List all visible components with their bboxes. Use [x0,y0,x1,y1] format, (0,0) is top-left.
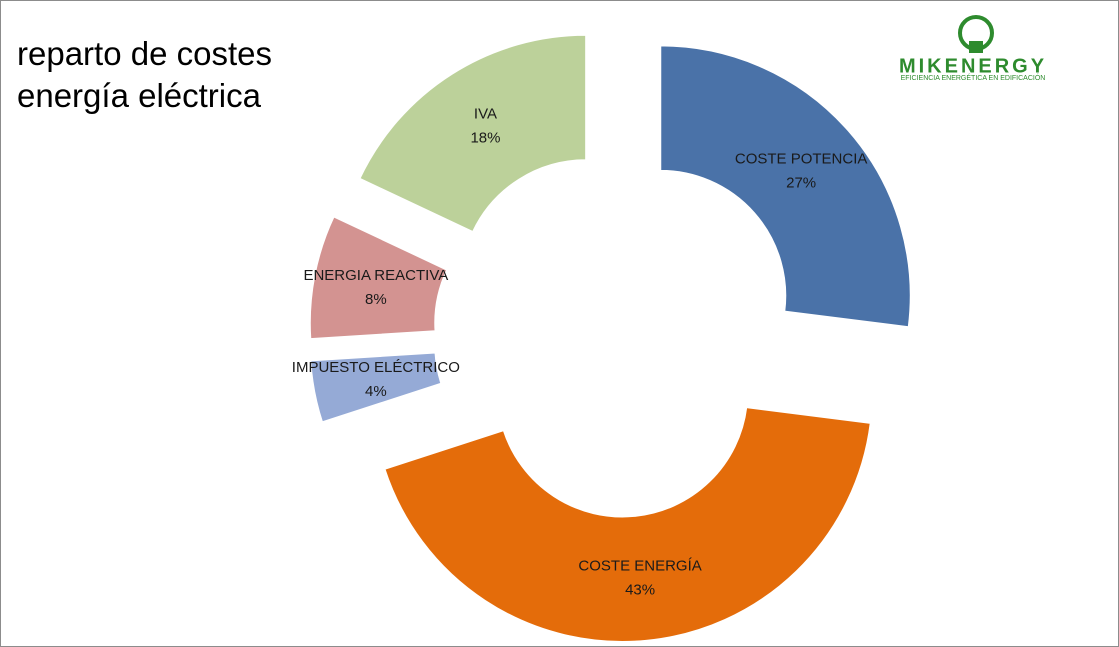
donut-slice [659,44,912,328]
donut-slice [309,215,448,340]
value-label: 18% [470,130,500,147]
logo: MIKENERGY EFICIENCIA ENERGÉTICA EN EDIFI… [899,15,1047,82]
value-label: 8% [365,291,387,308]
logo-icon [969,41,983,53]
value-label: 27% [786,175,816,192]
logo-name: MIKENERGY [899,55,1047,77]
value-label: 43% [625,581,655,598]
donut-slice [383,406,872,643]
slice-label: COSTE ENERGÍA [578,557,701,574]
donut-slice [358,34,587,233]
slice-label: IVA [474,106,497,123]
value-label: 4% [365,383,387,400]
logo-tagline: EFICIENCIA ENERGÉTICA EN EDIFICACIÓN [901,73,1046,82]
donut-slice [309,351,443,424]
slice-label: IMPUESTO ELÉCTRICO [292,359,460,376]
slice-label: ENERGIA REACTIVA [303,267,448,284]
chart-title: reparto de costes energía eléctrica [17,35,272,114]
slice-label: COSTE POTENCIA [735,151,868,168]
